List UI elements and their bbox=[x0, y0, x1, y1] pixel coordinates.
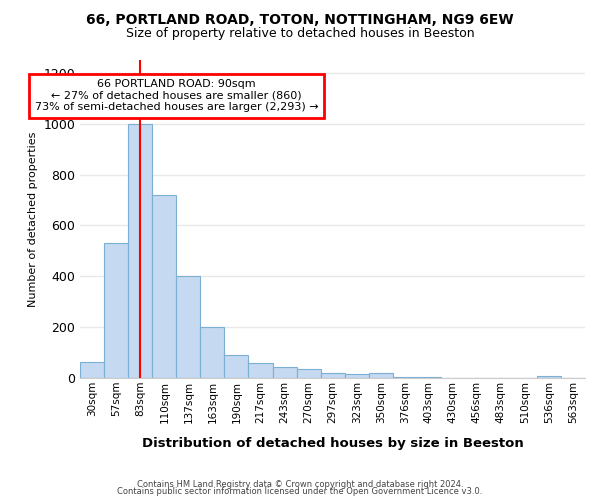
Text: 66 PORTLAND ROAD: 90sqm
← 27% of detached houses are smaller (860)
73% of semi-d: 66 PORTLAND ROAD: 90sqm ← 27% of detache… bbox=[35, 79, 318, 112]
Text: 66, PORTLAND ROAD, TOTON, NOTTINGHAM, NG9 6EW: 66, PORTLAND ROAD, TOTON, NOTTINGHAM, NG… bbox=[86, 12, 514, 26]
Bar bbox=[152, 195, 176, 378]
Bar bbox=[104, 244, 128, 378]
Bar bbox=[296, 370, 320, 378]
Bar bbox=[393, 377, 417, 378]
X-axis label: Distribution of detached houses by size in Beeston: Distribution of detached houses by size … bbox=[142, 437, 523, 450]
Bar bbox=[176, 276, 200, 378]
Bar bbox=[344, 374, 368, 378]
Bar bbox=[272, 367, 296, 378]
Y-axis label: Number of detached properties: Number of detached properties bbox=[28, 132, 38, 307]
Bar bbox=[128, 124, 152, 378]
Bar bbox=[537, 376, 561, 378]
Bar bbox=[248, 363, 272, 378]
Bar bbox=[224, 356, 248, 378]
Bar bbox=[80, 362, 104, 378]
Text: Contains public sector information licensed under the Open Government Licence v3: Contains public sector information licen… bbox=[118, 488, 482, 496]
Text: Contains HM Land Registry data © Crown copyright and database right 2024.: Contains HM Land Registry data © Crown c… bbox=[137, 480, 463, 489]
Bar bbox=[320, 373, 344, 378]
Bar bbox=[368, 373, 393, 378]
Bar bbox=[200, 328, 224, 378]
Text: Size of property relative to detached houses in Beeston: Size of property relative to detached ho… bbox=[125, 28, 475, 40]
